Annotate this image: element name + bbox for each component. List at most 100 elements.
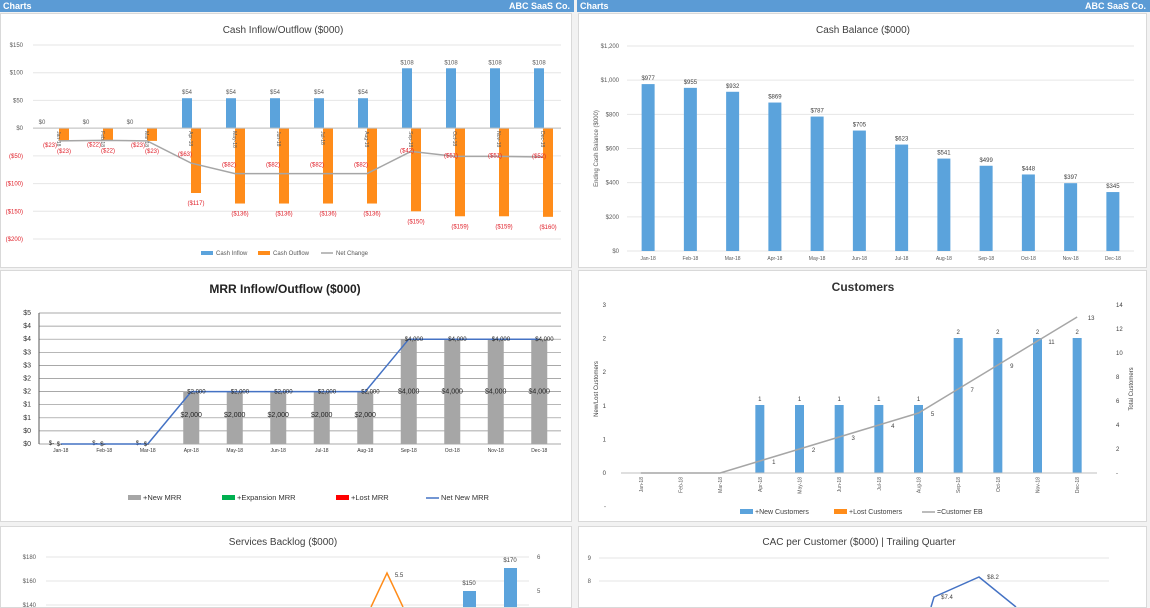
cac-label: $8.2 (987, 575, 999, 581)
new-mrr-bar (270, 391, 287, 444)
y-tick-label: $3 (23, 349, 31, 356)
net-change-label: ($52) (532, 154, 546, 160)
x-tick-label: Jul-18 (315, 448, 329, 454)
balance-label: $955 (684, 80, 698, 86)
new-customers-label: 1 (798, 397, 802, 403)
x-tick-label: Sep-18 (401, 448, 417, 454)
y-tick-label: ($200) (6, 237, 23, 243)
header-title-2: Charts (580, 1, 609, 11)
y-tick-label: 2 (603, 370, 607, 376)
chart-title: CAC per Customer ($000) | Trailing Quart… (762, 537, 956, 548)
x-tick-label: Apr-18 (758, 477, 764, 492)
net-change-label: ($51) (488, 153, 502, 159)
customer-eb-label: 7 (970, 388, 974, 394)
balance-bar (810, 116, 824, 251)
balance-bar (979, 165, 993, 251)
y-tick-label: ($100) (6, 182, 23, 188)
new-mrr-bar (313, 391, 330, 444)
legend-swatch (834, 509, 847, 514)
net-new-mrr-label: $2,000 (187, 390, 206, 396)
y2-tick-label: 2 (1116, 447, 1120, 453)
net-new-mrr-label: $2,000 (318, 390, 337, 396)
y-tick-label: $0 (612, 249, 619, 255)
x-tick-label: Mar-18 (718, 477, 724, 493)
outflow-label: ($136) (363, 212, 380, 218)
outflow-bar (499, 128, 509, 217)
x-tick-label: Dec-18 (1075, 477, 1081, 493)
new-mrr-label: $4,000 (398, 389, 420, 396)
outflow-label: ($136) (275, 212, 292, 218)
x-tick-label: Sep-18 (978, 256, 994, 262)
legend-label: +Lost MRR (351, 493, 389, 502)
balance-label: $397 (1064, 175, 1078, 181)
y2-tick-label: 10 (1116, 351, 1123, 357)
legend-label: +Lost Customers (849, 509, 903, 516)
y-axis-label: New/Lost Customers (594, 361, 600, 417)
new-mrr-bar (487, 339, 504, 444)
legend-swatch (258, 251, 270, 255)
legend-swatch (128, 495, 141, 500)
x-tick-label: Nov-18 (495, 131, 501, 147)
y-tick-label: $2 (23, 389, 31, 396)
balance-label: $869 (768, 95, 782, 101)
cac-chart: CAC per Customer ($000) | Trailing Quart… (588, 537, 1109, 607)
customers-panel: Customers 3 2 2 1 1 0-14 12 10 8 6 4 2- New/Lost Cus… (578, 270, 1147, 522)
new-customers-bar (834, 405, 844, 473)
balance-label: $448 (1022, 166, 1036, 172)
inflow-bar (534, 68, 544, 129)
net-new-mrr-line (60, 338, 540, 445)
balance-bar (768, 102, 782, 251)
x-tick-label: Sep-18 (407, 131, 413, 147)
x-tick-label: Jun-18 (275, 131, 281, 147)
y-tick-label: $200 (606, 215, 620, 221)
new-mrr-bar (444, 339, 461, 444)
x-tick-label: Feb-18 (99, 131, 105, 147)
new-mrr-bar (357, 391, 374, 444)
customer-eb-line (640, 316, 1078, 474)
inflow-label: $0 (39, 120, 46, 126)
balance-label: $541 (937, 151, 951, 157)
outflow-label: ($23) (145, 149, 159, 155)
x-tick-label: Nov-18 (488, 448, 504, 454)
inflow-label: $54 (358, 90, 369, 96)
legend-label: +Expansion MRR (237, 493, 296, 502)
y-tick-label: $5 (23, 310, 31, 317)
balance-bar (937, 158, 951, 251)
net-change-line (58, 139, 544, 175)
balance-label: $499 (979, 158, 993, 164)
y2-tick-label: 5 (537, 589, 541, 595)
inflow-label: $108 (488, 60, 502, 66)
legend-swatch (222, 495, 235, 500)
new-mrr-label: $2,000 (224, 412, 246, 419)
x-tick-label: Apr-18 (767, 256, 782, 262)
outflow-bar (367, 128, 377, 204)
x-tick-label: Apr-18 (184, 448, 199, 454)
inflow-label: $108 (444, 60, 458, 66)
x-tick-label: May-18 (798, 477, 804, 494)
y-tick-label: $50 (13, 98, 24, 104)
chart-title: Services Backlog ($000) (229, 537, 337, 548)
new-customers-bar (953, 338, 963, 473)
dash-label: $- (49, 441, 54, 447)
services-backlog-panel: Services Backlog ($000) $180 $160 $140 6 5 5.… (0, 526, 572, 608)
net-change-label: ($82) (222, 163, 236, 169)
inflow-bar (182, 98, 192, 129)
x-tick-label: Jul-18 (895, 256, 909, 262)
net-change-label: ($23) (131, 143, 145, 149)
y2-tick-label: 6 (537, 555, 541, 561)
new-mrr-label: $4,000 (485, 389, 507, 396)
y-tick-label: - (604, 505, 606, 511)
y-tick-label: $600 (606, 147, 620, 153)
outflow-label: ($22) (101, 148, 115, 154)
balance-label: $345 (1106, 184, 1120, 190)
net-change-label: ($82) (266, 163, 280, 169)
net-change-label: ($82) (310, 163, 324, 169)
x-tick-label: Dec-18 (1105, 256, 1121, 262)
new-customers-bar (993, 338, 1003, 473)
net-change-label: ($82) (354, 163, 368, 169)
y-tick-label: $4 (23, 336, 31, 343)
new-mrr-bar (531, 339, 548, 444)
y-tick-label: $800 (606, 112, 620, 118)
backlog-bar-label: $170 (503, 558, 517, 564)
